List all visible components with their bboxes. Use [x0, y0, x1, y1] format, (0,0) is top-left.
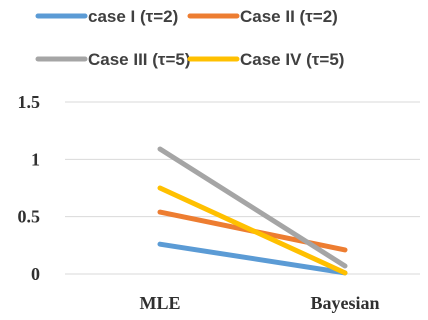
x-category-label: MLE: [139, 293, 180, 313]
legend-label: Case III (τ=5): [88, 50, 191, 69]
y-tick-label: 1.5: [18, 92, 41, 112]
legend-label: Case IV (τ=5): [240, 50, 344, 69]
series-lines: [157, 146, 348, 276]
y-axis-ticks: 0 0.5 1 1.5: [18, 92, 41, 284]
legend-label: Case II (τ=2): [240, 7, 338, 26]
y-tick-label: 1: [31, 149, 40, 169]
series-line-3: [157, 146, 348, 269]
y-tick-label: 0: [31, 264, 40, 284]
legend: case I (τ=2) Case II (τ=2) Case III (τ=5) C…: [35, 7, 344, 69]
x-axis-categories: MLE Bayesian: [139, 293, 379, 313]
series-line-1: [157, 241, 348, 276]
gridlines: [65, 101, 420, 275]
x-category-label: Bayesian: [310, 293, 379, 313]
y-tick-label: 0.5: [18, 207, 41, 227]
series-line-4: [157, 185, 348, 276]
legend-label: case I (τ=2): [88, 7, 178, 26]
